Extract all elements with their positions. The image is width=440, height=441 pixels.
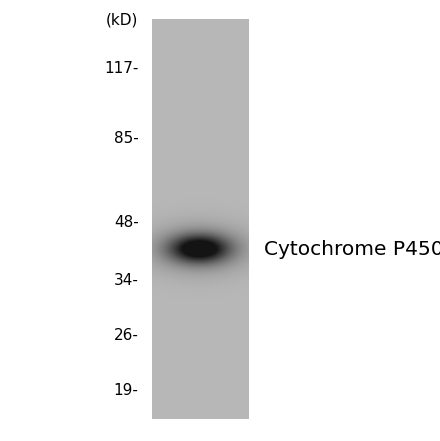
Text: Cytochrome P450 8B1: Cytochrome P450 8B1 [264, 239, 440, 259]
Text: 19-: 19- [114, 383, 139, 398]
Text: 48-: 48- [114, 215, 139, 230]
Text: 26-: 26- [114, 328, 139, 343]
Text: 117-: 117- [104, 61, 139, 76]
Text: 85-: 85- [114, 131, 139, 146]
Bar [152, 20, 249, 419]
Text: (kD): (kD) [106, 12, 139, 27]
Text: 34-: 34- [114, 273, 139, 288]
